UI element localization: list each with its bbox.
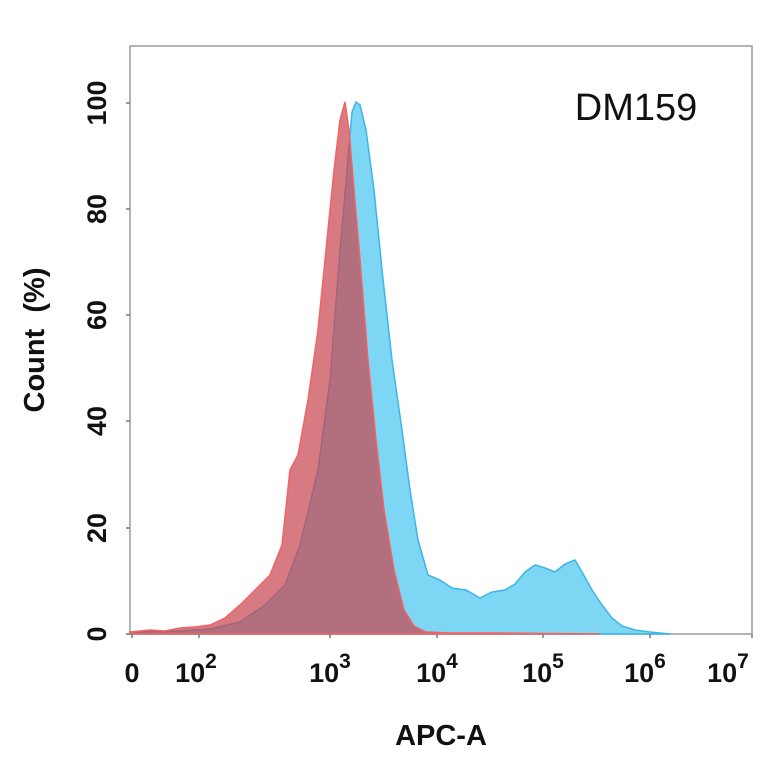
x-tick-label: 0 <box>124 658 139 688</box>
x-axis-title: APC-A <box>395 720 487 752</box>
y-tick-label: 0 <box>82 626 112 641</box>
y-tick-label: 40 <box>82 406 112 436</box>
y-axis <box>126 102 130 635</box>
y-tick-label: 80 <box>82 194 112 224</box>
y-tick-label: 20 <box>82 513 112 543</box>
x-axis <box>131 634 753 638</box>
y-axis-title: Count (%) <box>19 268 51 413</box>
x-tick-label: 105 <box>522 650 564 688</box>
series-control-area <box>129 101 601 635</box>
y-tick-label: 100 <box>82 80 112 125</box>
plot-area <box>129 45 753 635</box>
x-tick-label: 104 <box>416 650 458 688</box>
y-tick-labels: 0 20 40 60 80 100 <box>82 80 112 641</box>
x-tick-label: 107 <box>707 650 749 688</box>
x-tick-label: 102 <box>175 650 217 688</box>
x-tick-labels: 0 102 103 104 105 106 107 <box>124 650 748 688</box>
sample-label: DM159 <box>575 87 698 129</box>
x-tick-label: 106 <box>624 650 666 688</box>
y-tick-label: 60 <box>82 300 112 330</box>
x-tick-label: 103 <box>309 650 351 688</box>
